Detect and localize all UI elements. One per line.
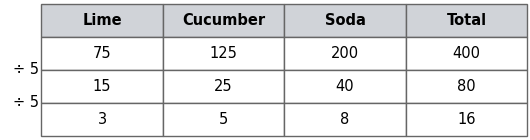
Text: 200: 200 — [331, 46, 359, 61]
Bar — [163, 103, 284, 136]
Text: ÷ 5: ÷ 5 — [13, 95, 39, 110]
Bar — [284, 70, 406, 103]
Text: Total: Total — [447, 13, 487, 28]
Text: 125: 125 — [210, 46, 237, 61]
Bar — [41, 103, 163, 136]
Bar — [406, 4, 527, 37]
Text: 400: 400 — [453, 46, 481, 61]
Bar — [163, 70, 284, 103]
Text: 75: 75 — [93, 46, 111, 61]
Text: 16: 16 — [457, 112, 476, 127]
Bar — [284, 37, 406, 70]
Text: ÷ 5: ÷ 5 — [13, 62, 39, 78]
Text: Lime: Lime — [82, 13, 122, 28]
Bar — [406, 103, 527, 136]
Text: 40: 40 — [336, 79, 355, 94]
Text: Soda: Soda — [325, 13, 366, 28]
Text: 80: 80 — [457, 79, 476, 94]
Bar — [41, 70, 163, 103]
Bar — [41, 4, 163, 37]
Text: 5: 5 — [219, 112, 228, 127]
Bar — [41, 37, 163, 70]
Bar — [284, 103, 406, 136]
Bar — [163, 4, 284, 37]
Bar — [406, 37, 527, 70]
Text: 25: 25 — [214, 79, 233, 94]
Text: 8: 8 — [340, 112, 350, 127]
Bar — [284, 4, 406, 37]
Bar — [406, 70, 527, 103]
Text: 15: 15 — [93, 79, 111, 94]
Text: Cucumber: Cucumber — [182, 13, 265, 28]
Bar — [163, 37, 284, 70]
Text: 3: 3 — [98, 112, 107, 127]
